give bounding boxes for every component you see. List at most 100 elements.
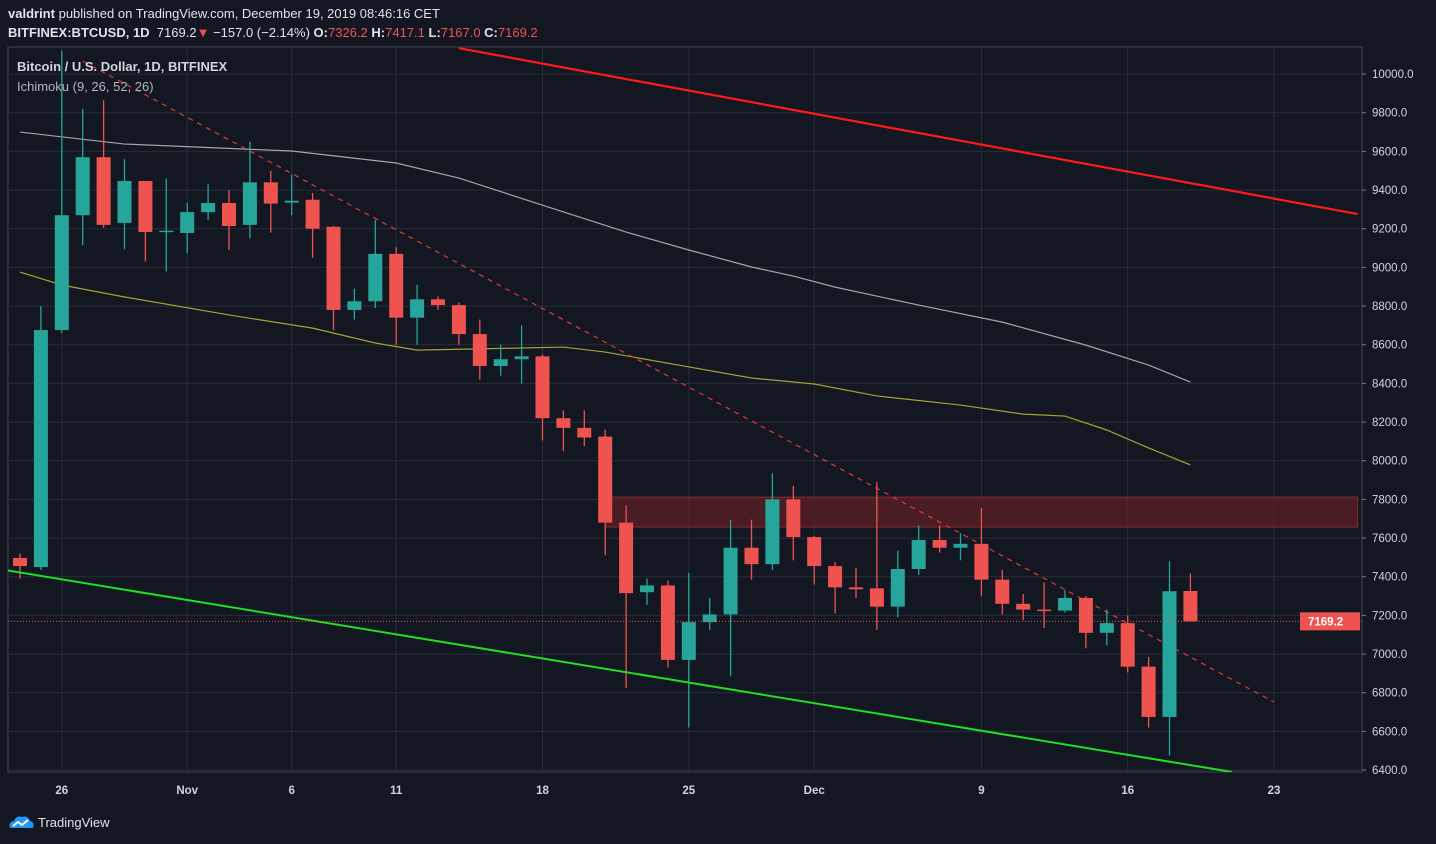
price-change: −157.0 (−2.14%)	[213, 25, 310, 40]
candle-up	[347, 301, 362, 310]
candle-down	[305, 199, 320, 229]
candle-up	[514, 356, 529, 360]
high-label: H:	[371, 25, 386, 40]
candle-up	[54, 215, 69, 331]
candle-down	[222, 203, 236, 227]
candle-down	[1078, 598, 1093, 633]
candle-down	[974, 543, 989, 580]
candle-down	[138, 180, 153, 233]
candle-down	[577, 427, 592, 438]
x-tick-label: 23	[1268, 785, 1281, 797]
candle-up	[368, 253, 383, 302]
high-value: 7417.1	[385, 25, 425, 40]
candle-down	[96, 157, 111, 225]
y-tick-label: 8200.0	[1372, 417, 1407, 429]
y-tick-label: 7400.0	[1372, 572, 1407, 584]
candle-down	[472, 334, 487, 366]
candle-down	[598, 436, 613, 523]
x-tick-label: 26	[55, 785, 68, 797]
candle-down	[13, 557, 27, 567]
candle-up	[1058, 598, 1072, 611]
symbol: BITFINEX:BTCUSD, 1D	[8, 25, 150, 40]
candle-up	[911, 540, 926, 569]
x-tick-label: Dec	[804, 785, 826, 797]
candle-up	[1099, 623, 1114, 633]
ichimoku-kijun-line	[19, 271, 1191, 466]
candle-up	[640, 585, 654, 593]
x-tick-label: 9	[978, 785, 984, 797]
x-tick-label: Nov	[176, 785, 198, 797]
candle-up	[493, 359, 508, 366]
publish-text: published on TradingView.com, December 1…	[58, 6, 440, 21]
candle-down	[263, 182, 278, 204]
ichimoku-senkou-b-line	[19, 131, 1191, 383]
last-price-label: 7169.2	[1308, 616, 1343, 628]
candle-up	[953, 543, 968, 548]
y-tick-label: 9800.0	[1372, 108, 1407, 120]
candle-up	[33, 330, 48, 568]
last-price-badge	[1300, 612, 1360, 631]
candle-up	[117, 180, 132, 223]
plot-area	[8, 47, 1362, 772]
ohlc-bar: BITFINEX:BTCUSD, 1D 7169.2▼ −157.0 (−2.1…	[8, 25, 538, 40]
candle-up	[242, 182, 257, 225]
y-tick-label: 9000.0	[1372, 262, 1407, 274]
candle-down	[869, 588, 884, 607]
candle-up	[75, 157, 90, 216]
y-tick-label: 8800.0	[1372, 301, 1407, 313]
publish-info: valdrint published on TradingView.com, D…	[8, 6, 440, 21]
author: valdrint	[8, 6, 55, 21]
x-tick-label: 6	[288, 785, 294, 797]
candle-down	[807, 537, 822, 567]
x-tick-label: 16	[1121, 785, 1134, 797]
support-line	[8, 569, 1233, 772]
last-price: 7169.2	[156, 25, 197, 40]
low-value: 7167.0	[440, 25, 481, 40]
open-value: 7326.2	[328, 25, 368, 40]
y-tick-label: 8600.0	[1372, 340, 1407, 352]
indicator-legend[interactable]: Ichimoku (9, 26, 52, 26)	[17, 79, 154, 94]
dashed-trendline	[82, 60, 1275, 703]
candle-down	[828, 566, 843, 588]
low-label: L:	[428, 25, 441, 40]
series-legend[interactable]: Bitcoin / U.S. Dollar, 1D, BITFINEX	[17, 59, 228, 74]
candle-up	[284, 200, 299, 203]
x-tick-label: 25	[682, 785, 695, 797]
candle-down	[1016, 603, 1031, 610]
candle-down	[535, 356, 550, 419]
candle-up	[890, 569, 905, 607]
candle-up	[702, 614, 717, 623]
y-tick-label: 9200.0	[1372, 224, 1407, 236]
y-tick-label: 8400.0	[1372, 378, 1407, 390]
y-tick-label: 9400.0	[1372, 185, 1407, 197]
candle-down	[849, 587, 863, 590]
y-tick-label: 6400.0	[1372, 765, 1407, 777]
candle-down	[389, 253, 404, 318]
candle-up	[180, 212, 195, 233]
candle-down	[1183, 591, 1198, 622]
plot-border	[7, 46, 1363, 773]
tradingview-logo[interactable]: TradingView	[8, 814, 110, 830]
y-tick-label: 9600.0	[1372, 146, 1407, 158]
candle-down	[932, 540, 947, 548]
x-tick-label: 18	[536, 785, 549, 797]
y-tick-label: 7800.0	[1372, 494, 1407, 506]
candle-down	[744, 547, 759, 565]
y-tick-label: 10000.0	[1372, 69, 1414, 81]
candle-down	[619, 522, 634, 594]
candle-down	[1141, 666, 1156, 717]
close-value: 7169.2	[497, 25, 538, 40]
tradingview-cloud-icon	[9, 816, 34, 828]
candle-up	[201, 203, 216, 213]
candle-up	[159, 230, 174, 233]
x-tick-label: 11	[390, 785, 403, 797]
candle-down	[786, 499, 801, 538]
candle-down	[660, 585, 675, 660]
candle-up	[765, 499, 780, 565]
candle-down	[431, 299, 445, 306]
candle-down	[451, 305, 466, 335]
y-tick-label: 6800.0	[1372, 688, 1407, 700]
y-tick-label: 8000.0	[1372, 456, 1407, 468]
brand-name: TradingView	[38, 814, 110, 830]
